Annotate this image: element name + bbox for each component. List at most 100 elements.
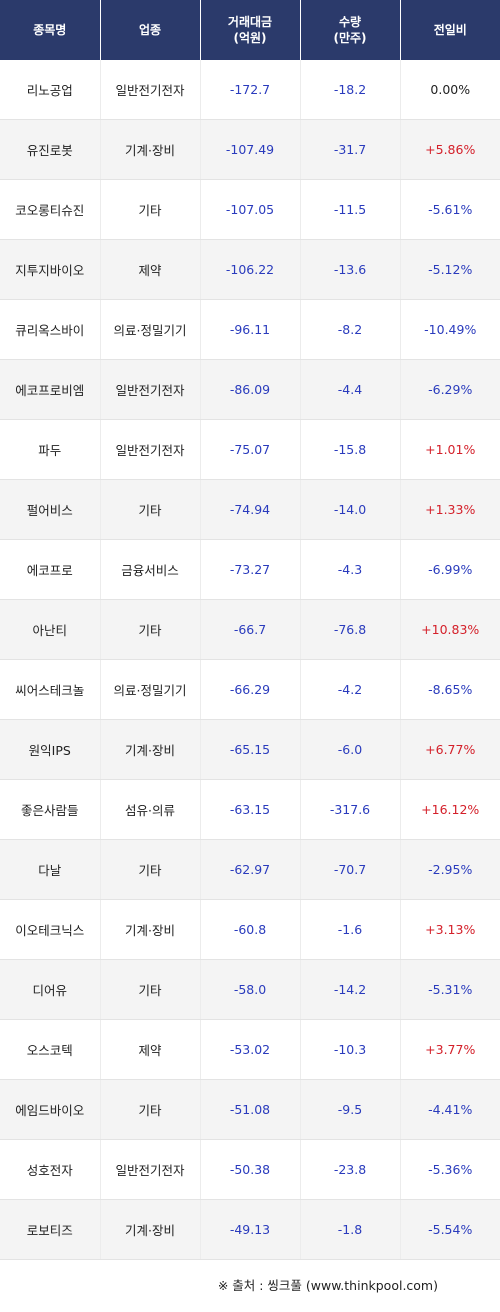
stock-name-cell: 코오롱티슈진 [0, 179, 101, 240]
sector-cell: 금융서비스 [100, 539, 201, 600]
sector-cell: 기타 [100, 479, 201, 540]
change-cell: -10.49% [400, 299, 500, 360]
change-cell: +3.13% [400, 899, 500, 960]
volume-cell: -4.4 [300, 359, 401, 420]
trade-amount-cell: -75.07 [200, 419, 301, 480]
trade-amount-cell: -106.22 [200, 239, 301, 300]
sector-cell: 섬유·의류 [100, 779, 201, 840]
stock-name-cell: 오스코텍 [0, 1019, 101, 1080]
table-row: 씨어스테크놀 의료·정밀기기 -66.29 -4.2 -8.65% [0, 659, 500, 720]
trade-amount-cell: -73.27 [200, 539, 301, 600]
sector-cell: 일반전기전자 [100, 359, 201, 420]
stock-name-cell: 펄어비스 [0, 479, 101, 540]
table-row: 디어유 기타 -58.0 -14.2 -5.31% [0, 959, 500, 1020]
trade-amount-cell: -51.08 [200, 1079, 301, 1140]
sector-cell: 일반전기전자 [100, 60, 201, 120]
change-cell: +10.83% [400, 599, 500, 660]
change-cell: +1.33% [400, 479, 500, 540]
table-row: 에코프로 금융서비스 -73.27 -4.3 -6.99% [0, 539, 500, 600]
stock-name-cell: 에임드바이오 [0, 1079, 101, 1140]
change-cell: -6.29% [400, 359, 500, 420]
stock-name-cell: 유진로봇 [0, 119, 101, 180]
header-sector: 업종 [100, 0, 201, 60]
stock-name-cell: 파두 [0, 419, 101, 480]
trade-amount-cell: -107.05 [200, 179, 301, 240]
stock-name-cell: 원익IPS [0, 719, 101, 780]
table-row: 다날 기타 -62.97 -70.7 -2.95% [0, 839, 500, 900]
trade-amount-cell: -62.97 [200, 839, 301, 900]
sector-cell: 기타 [100, 959, 201, 1020]
table-row: 오스코텍 제약 -53.02 -10.3 +3.77% [0, 1019, 500, 1080]
sector-cell: 의료·정밀기기 [100, 299, 201, 360]
change-cell: -5.31% [400, 959, 500, 1020]
table-body: 리노공업 일반전기전자 -172.7 -18.2 0.00% 유진로봇 기계·장비 -107.… [0, 60, 500, 1260]
change-cell: -5.36% [400, 1139, 500, 1200]
change-cell: -5.54% [400, 1199, 500, 1260]
volume-cell: -1.6 [300, 899, 401, 960]
header-volume-label: 수량 [338, 15, 362, 29]
trade-amount-cell: -50.38 [200, 1139, 301, 1200]
trade-amount-cell: -172.7 [200, 60, 301, 120]
source-note: ※ 출처 : 씽크풀 (www.thinkpool.com) [217, 1278, 438, 1293]
sector-cell: 기계·장비 [100, 119, 201, 180]
change-cell: 0.00% [400, 60, 500, 120]
table-header: 종목명 업종 거래대금 (억원) 수량 (만주) 전일비 [0, 0, 500, 60]
stock-name-cell: 에코프로 [0, 539, 101, 600]
table-row: 이오테크닉스 기계·장비 -60.8 -1.6 +3.13% [0, 899, 500, 960]
table-row: 아난티 기타 -66.7 -76.8 +10.83% [0, 599, 500, 660]
trade-amount-cell: -86.09 [200, 359, 301, 420]
table-row: 에임드바이오 기타 -51.08 -9.5 -4.41% [0, 1079, 500, 1140]
stock-name-cell: 다날 [0, 839, 101, 900]
volume-cell: -70.7 [300, 839, 401, 900]
header-row: 종목명 업종 거래대금 (억원) 수량 (만주) 전일비 [0, 0, 500, 60]
volume-cell: -4.2 [300, 659, 401, 720]
stock-name-cell: 성호전자 [0, 1139, 101, 1200]
stock-name-cell: 지투지바이오 [0, 239, 101, 300]
change-cell: +1.01% [400, 419, 500, 480]
change-cell: -8.65% [400, 659, 500, 720]
trade-amount-cell: -58.0 [200, 959, 301, 1020]
stock-name-cell: 큐리옥스바이 [0, 299, 101, 360]
sector-cell: 일반전기전자 [100, 419, 201, 480]
stock-name-cell: 리노공업 [0, 60, 101, 120]
trade-amount-cell: -53.02 [200, 1019, 301, 1080]
change-cell: +5.86% [400, 119, 500, 180]
table-row: 코오롱티슈진 기타 -107.05 -11.5 -5.61% [0, 179, 500, 240]
stock-name-cell: 씨어스테크놀 [0, 659, 101, 720]
change-cell: -6.99% [400, 539, 500, 600]
volume-cell: -8.2 [300, 299, 401, 360]
sector-cell: 제약 [100, 239, 201, 300]
volume-cell: -23.8 [300, 1139, 401, 1200]
trade-amount-cell: -66.29 [200, 659, 301, 720]
volume-cell: -31.7 [300, 119, 401, 180]
volume-cell: -4.3 [300, 539, 401, 600]
stock-name-cell: 아난티 [0, 599, 101, 660]
change-cell: -5.12% [400, 239, 500, 300]
stock-name-cell: 디어유 [0, 959, 101, 1020]
volume-cell: -15.8 [300, 419, 401, 480]
sector-cell: 기타 [100, 599, 201, 660]
header-volume-unit: (만주) [333, 31, 367, 45]
volume-cell: -14.2 [300, 959, 401, 1020]
header-stock-name: 종목명 [0, 0, 101, 60]
volume-cell: -317.6 [300, 779, 401, 840]
sector-cell: 기타 [100, 1079, 201, 1140]
table-row: 큐리옥스바이 의료·정밀기기 -96.11 -8.2 -10.49% [0, 299, 500, 360]
table-row: 지투지바이오 제약 -106.22 -13.6 -5.12% [0, 239, 500, 300]
volume-cell: -9.5 [300, 1079, 401, 1140]
stock-name-cell: 로보티즈 [0, 1199, 101, 1260]
change-cell: +6.77% [400, 719, 500, 780]
header-trade-amount: 거래대금 (억원) [200, 0, 301, 60]
table-row: 펄어비스 기타 -74.94 -14.0 +1.33% [0, 479, 500, 540]
table-row: 원익IPS 기계·장비 -65.15 -6.0 +6.77% [0, 719, 500, 780]
sector-cell: 기계·장비 [100, 719, 201, 780]
trade-amount-cell: -107.49 [200, 119, 301, 180]
header-volume: 수량 (만주) [300, 0, 401, 60]
sector-cell: 의료·정밀기기 [100, 659, 201, 720]
sector-cell: 기타 [100, 179, 201, 240]
trade-amount-cell: -49.13 [200, 1199, 301, 1260]
trade-amount-cell: -60.8 [200, 899, 301, 960]
sector-cell: 기계·장비 [100, 899, 201, 960]
change-cell: -2.95% [400, 839, 500, 900]
